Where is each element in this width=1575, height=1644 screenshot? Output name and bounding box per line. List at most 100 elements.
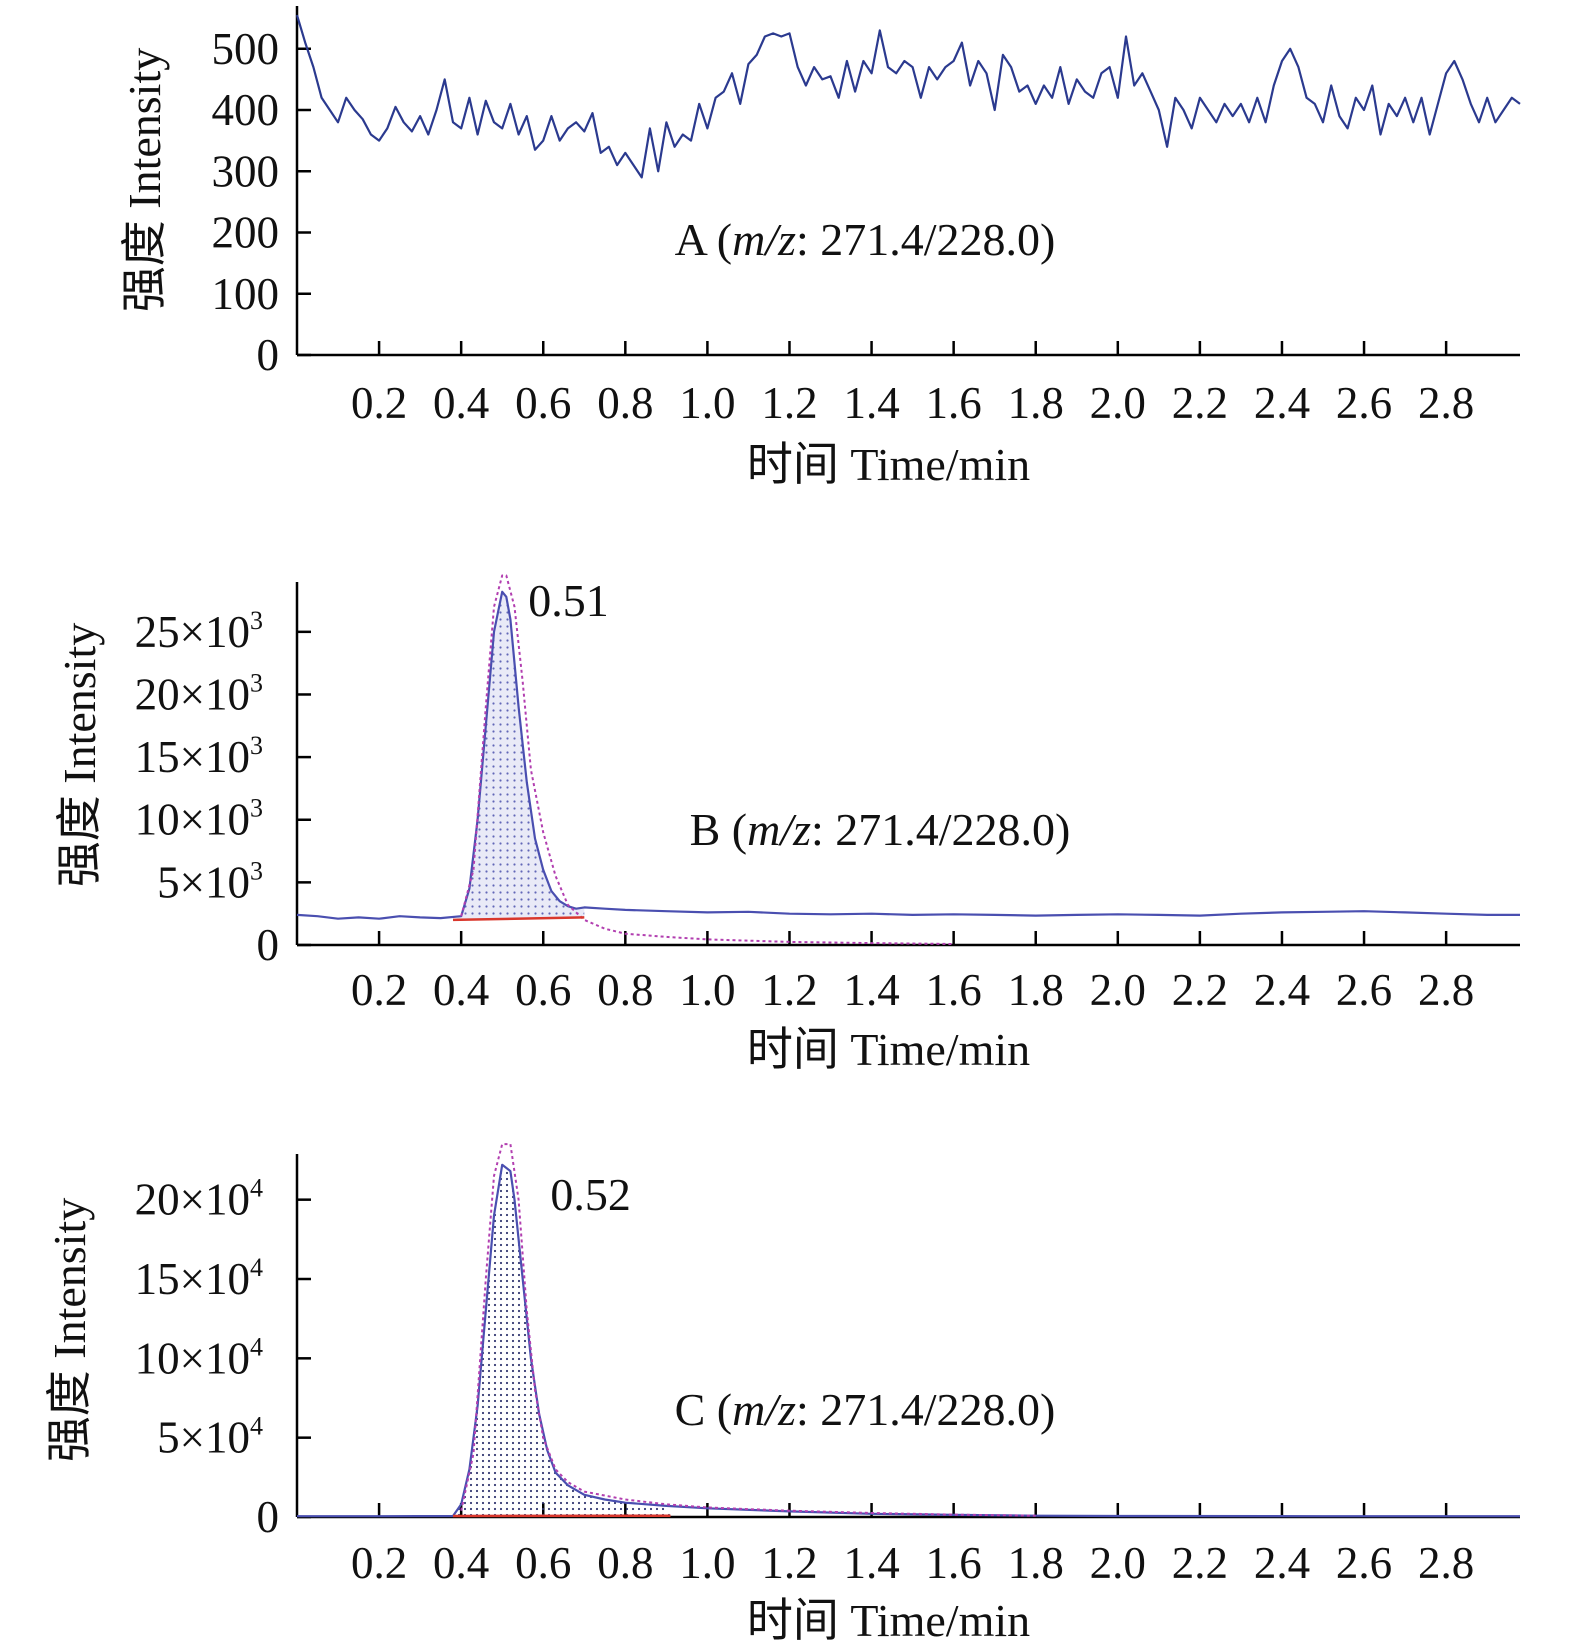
- x-tick-label: 1.0: [679, 378, 735, 428]
- y-tick-exponent: 3: [250, 856, 263, 885]
- y-tick-exponent: 4: [250, 1412, 263, 1441]
- x-tick-label: 0.2: [351, 378, 407, 428]
- y-tick-exponent: 3: [250, 731, 263, 760]
- y-tick-label: 10×103: [135, 794, 263, 845]
- y-tick-mantissa: 10×10: [135, 1333, 250, 1383]
- x-tick-label: 0.8: [597, 378, 653, 428]
- x-tick-label: 0.8: [597, 965, 653, 1015]
- x-tick-label: 1.6: [926, 1538, 982, 1588]
- x-tick-label: 1.8: [1008, 378, 1064, 428]
- y-axis-title: 强度 Intensity: [54, 623, 105, 887]
- y-tick-label: 20×104: [135, 1174, 263, 1225]
- peak-retention-label: 0.51: [528, 575, 609, 626]
- x-tick-label: 0.2: [351, 1538, 407, 1588]
- panel-annotation: B (m/z: 271.4/228.0): [690, 804, 1071, 855]
- panel-c: 0.2 0.4 0.6 0.8 1.0 1.2 1.4 1.6 1.8 2.0 2.2 2.4 2.6 2…: [44, 1143, 1520, 1644]
- x-tick-label: 2.0: [1090, 965, 1146, 1015]
- y-tick-exponent: 4: [250, 1332, 263, 1361]
- x-tick-label: 0.4: [433, 378, 489, 428]
- panel-a: 0.2 0.4 0.6 0.8 1.0 1.2 1.4 1.6 1.8 2.0 2.2 2.4 2.6 2…: [119, 6, 1521, 490]
- y-tick-label: 100: [212, 269, 280, 319]
- y-tick-exponent: 4: [250, 1174, 263, 1203]
- y-tick-exponent: 3: [250, 668, 263, 697]
- x-tick-label: 2.0: [1090, 378, 1146, 428]
- y-tick-label: 5×104: [157, 1412, 263, 1463]
- x-tick-label: 0.4: [433, 1538, 489, 1588]
- x-tick-label: 2.6: [1336, 1538, 1392, 1588]
- series-baseline-line: [452, 916, 585, 922]
- x-tick-label: 2.8: [1418, 378, 1474, 428]
- y-tick-label: 300: [212, 146, 280, 196]
- y-tick-label: 15×103: [135, 731, 263, 782]
- y-tick-label: 20×103: [135, 668, 263, 719]
- y-tick-mantissa: 5×10: [157, 857, 250, 907]
- x-tick-label: 1.0: [679, 965, 735, 1015]
- y-tick-mantissa: 5×10: [157, 1413, 250, 1463]
- series-fit-line: [460, 1143, 1036, 1517]
- x-tick-label: 1.4: [843, 1538, 899, 1588]
- annotation-suffix: : 271.4/228.0): [796, 1384, 1055, 1435]
- x-tick-label: 2.8: [1418, 1538, 1474, 1588]
- x-tick-label: 2.8: [1418, 965, 1474, 1015]
- y-axis-title: 强度 Intensity: [44, 1198, 95, 1462]
- y-tick-mantissa: 20×10: [135, 1175, 250, 1225]
- peak-retention-label: 0.52: [550, 1169, 631, 1220]
- x-tick-label: 1.4: [843, 378, 899, 428]
- x-tick-label: 0.2: [351, 965, 407, 1015]
- x-tick-label: 0.6: [515, 965, 571, 1015]
- annotation-suffix: : 271.4/228.0): [796, 214, 1055, 265]
- x-tick-label: 1.4: [843, 965, 899, 1015]
- annotation-mz: m/z: [732, 1384, 796, 1435]
- annotation-prefix: B (: [690, 804, 748, 855]
- y-tick-exponent: 3: [250, 794, 263, 823]
- x-tick-label: 1.2: [761, 965, 817, 1015]
- annotation-mz: m/z: [747, 804, 811, 855]
- y-axis-title: 强度 Intensity: [119, 48, 170, 312]
- annotation-prefix: A (: [675, 214, 733, 265]
- peak-area-fill: [452, 591, 585, 920]
- y-tick-label: 500: [212, 24, 280, 74]
- y-tick-mantissa: 15×10: [135, 1254, 250, 1304]
- panel-b: 0.2 0.4 0.6 0.8 1.0 1.2 1.4 1.6 1.8 2.0 2.2 2.4 2.6 2…: [54, 574, 1520, 1075]
- y-tick-mantissa: 25×10: [135, 607, 250, 657]
- series-signal-line: [295, 14, 1521, 179]
- peak-area-fill: [452, 1164, 671, 1517]
- y-tick-exponent: 3: [250, 606, 263, 635]
- x-tick-label: 1.2: [761, 1538, 817, 1588]
- x-tick-label: 2.6: [1336, 378, 1392, 428]
- x-tick-label: 0.6: [515, 378, 571, 428]
- y-tick-label: 5×103: [157, 856, 263, 907]
- x-tick-label: 2.4: [1254, 965, 1310, 1015]
- x-tick-label: 1.6: [926, 965, 982, 1015]
- x-axis-title: 时间 Time/min: [747, 439, 1030, 490]
- y-tick-label: 0: [257, 330, 280, 380]
- x-tick-label: 1.0: [679, 1538, 735, 1588]
- x-tick-label: 2.0: [1090, 1538, 1146, 1588]
- x-tick-label: 1.6: [926, 378, 982, 428]
- annotation-prefix: C (: [675, 1384, 733, 1435]
- annotation-mz: m/z: [732, 214, 796, 265]
- y-tick-label: 10×104: [135, 1332, 263, 1383]
- y-tick-label: 0: [257, 1492, 280, 1542]
- x-tick-label: 0.6: [515, 1538, 571, 1588]
- x-axis-title: 时间 Time/min: [747, 1024, 1030, 1075]
- y-tick-mantissa: 15×10: [135, 732, 250, 782]
- y-tick-exponent: 4: [250, 1253, 263, 1282]
- x-tick-label: 1.8: [1008, 965, 1064, 1015]
- y-tick-label: 200: [212, 208, 280, 258]
- x-tick-label: 2.4: [1254, 1538, 1310, 1588]
- series-fit-line: [460, 574, 954, 945]
- y-tick-mantissa: 20×10: [135, 669, 250, 719]
- panel-annotation: A (m/z: 271.4/228.0): [675, 214, 1056, 265]
- y-tick-label: 25×103: [135, 606, 263, 657]
- x-tick-label: 2.2: [1172, 378, 1228, 428]
- x-tick-label: 2.2: [1172, 965, 1228, 1015]
- x-axis-title: 时间 Time/min: [747, 1595, 1030, 1644]
- x-tick-label: 1.8: [1008, 1538, 1064, 1588]
- x-tick-label: 1.2: [761, 378, 817, 428]
- x-tick-label: 0.4: [433, 965, 489, 1015]
- panel-annotation: C (m/z: 271.4/228.0): [675, 1384, 1056, 1435]
- x-tick-label: 2.4: [1254, 378, 1310, 428]
